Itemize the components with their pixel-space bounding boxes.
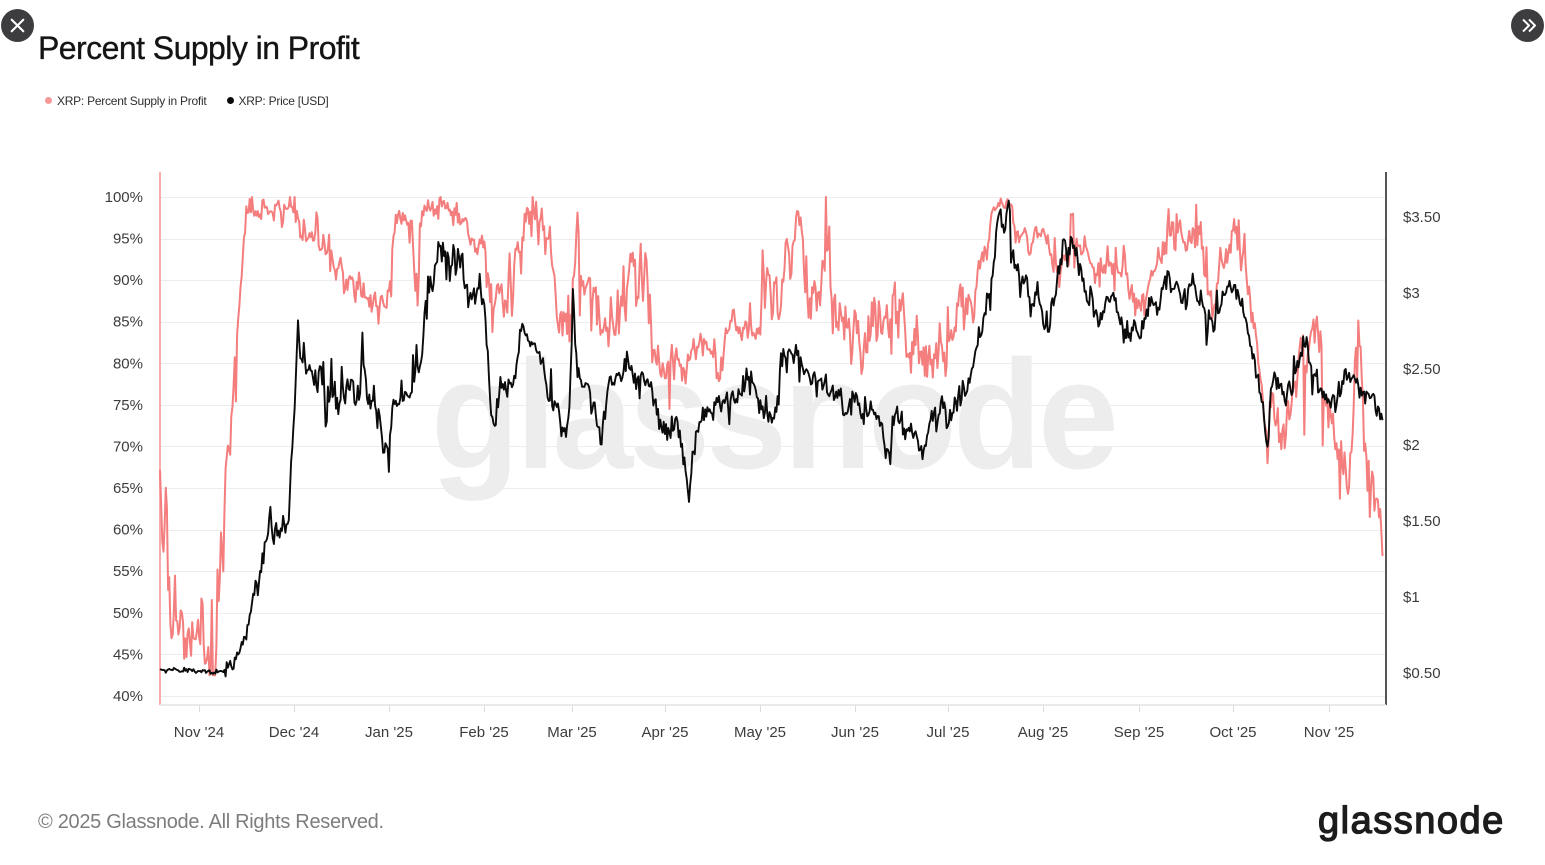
svg-text:Jul '25: Jul '25: [927, 724, 970, 741]
svg-text:Aug '25: Aug '25: [1018, 724, 1068, 741]
svg-text:95%: 95%: [113, 231, 143, 248]
svg-text:40%: 40%: [113, 688, 143, 705]
svg-text:Oct '25: Oct '25: [1209, 724, 1256, 741]
svg-text:Nov '25: Nov '25: [1304, 724, 1354, 741]
svg-text:glassnode: glassnode: [431, 328, 1115, 501]
svg-text:$1: $1: [1403, 589, 1420, 606]
svg-text:Nov '24: Nov '24: [174, 724, 224, 741]
svg-text:60%: 60%: [113, 522, 143, 539]
svg-text:45%: 45%: [113, 646, 143, 663]
svg-text:Dec '24: Dec '24: [269, 724, 319, 741]
svg-text:Feb '25: Feb '25: [459, 724, 509, 741]
svg-text:Mar '25: Mar '25: [547, 724, 597, 741]
svg-text:85%: 85%: [113, 314, 143, 331]
svg-text:$0.50: $0.50: [1403, 665, 1441, 682]
svg-text:Apr '25: Apr '25: [641, 724, 688, 741]
svg-text:glassnode: glassnode: [1318, 800, 1505, 842]
svg-text:70%: 70%: [113, 439, 143, 456]
svg-text:100%: 100%: [105, 189, 143, 206]
svg-text:$3.50: $3.50: [1403, 209, 1441, 226]
svg-text:Jan '25: Jan '25: [365, 724, 413, 741]
svg-text:$1.50: $1.50: [1403, 513, 1441, 530]
svg-text:May '25: May '25: [734, 724, 786, 741]
svg-text:80%: 80%: [113, 355, 143, 372]
svg-text:75%: 75%: [113, 397, 143, 414]
svg-text:90%: 90%: [113, 272, 143, 289]
svg-text:Jun '25: Jun '25: [831, 724, 879, 741]
svg-text:$3: $3: [1403, 285, 1420, 302]
svg-text:50%: 50%: [113, 605, 143, 622]
svg-text:55%: 55%: [113, 563, 143, 580]
svg-text:$2: $2: [1403, 437, 1420, 454]
svg-text:65%: 65%: [113, 480, 143, 497]
svg-text:$2.50: $2.50: [1403, 361, 1441, 378]
svg-text:Sep '25: Sep '25: [1114, 724, 1164, 741]
